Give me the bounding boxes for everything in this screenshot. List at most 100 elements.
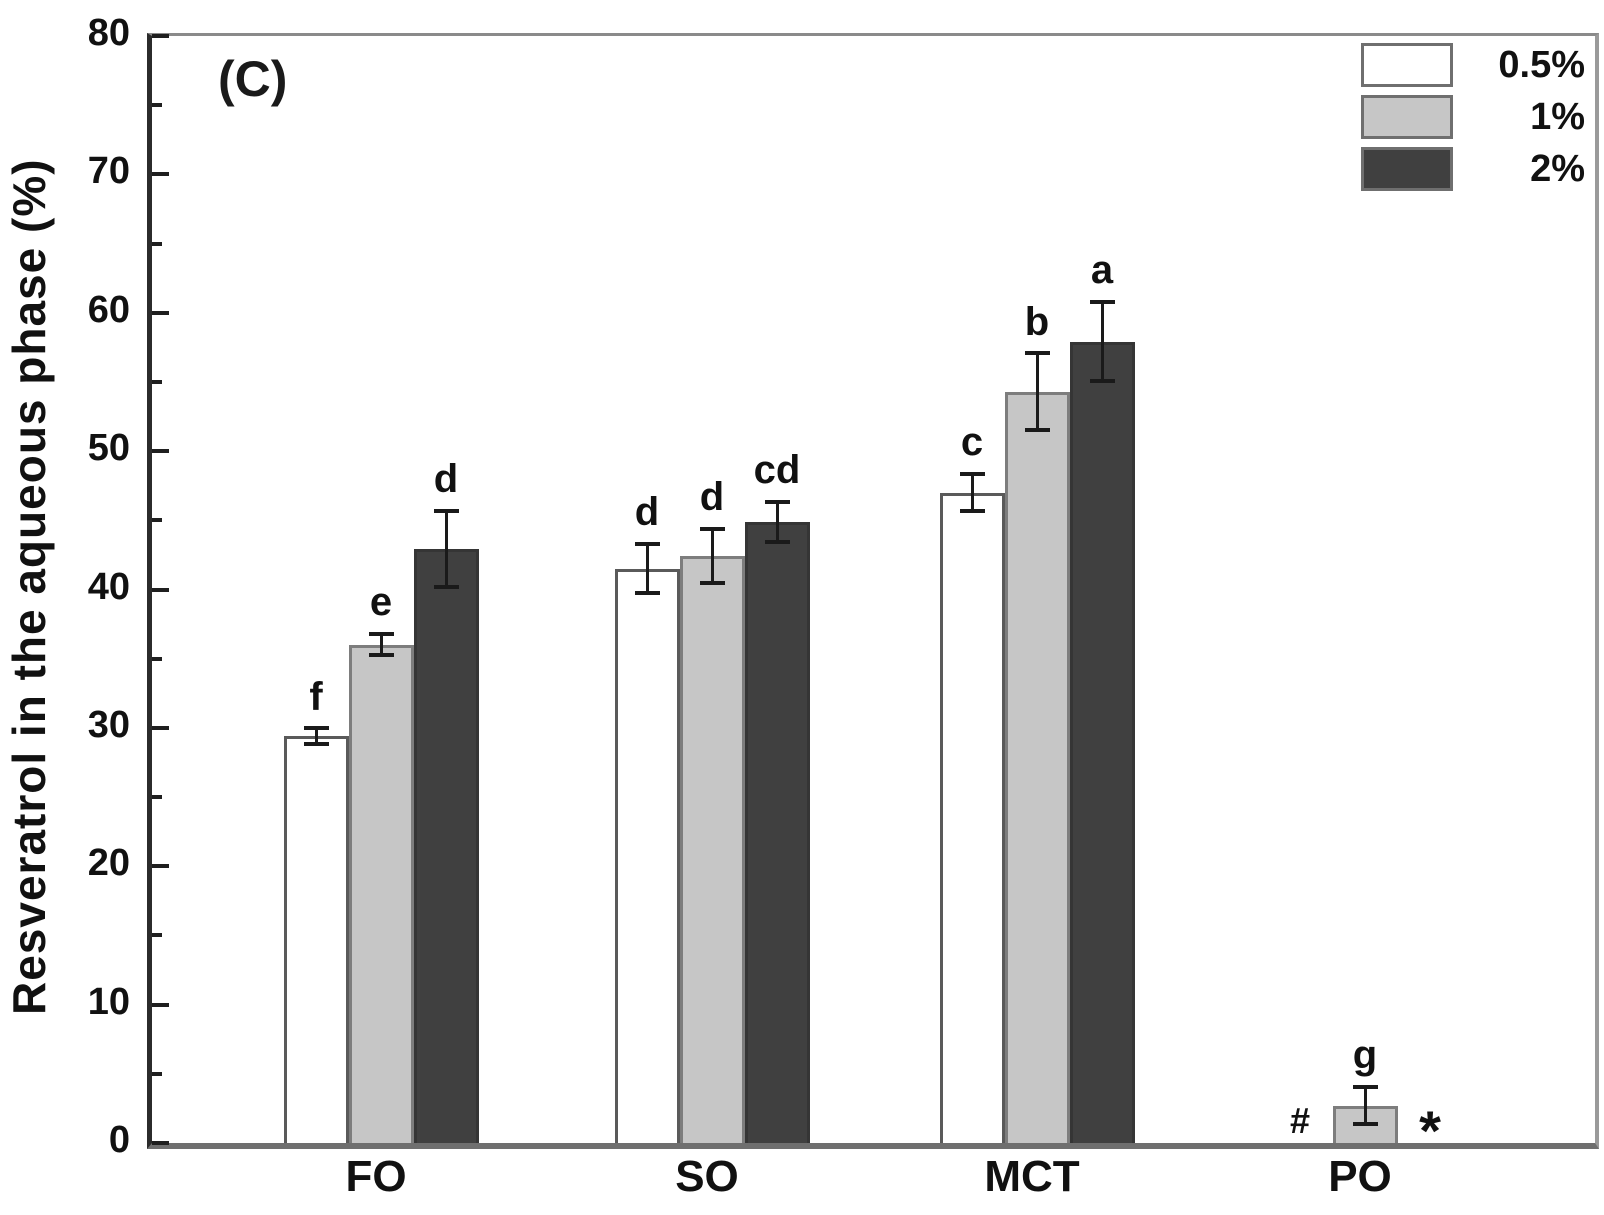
error-bar [1024, 351, 1050, 432]
y-minor-tick [152, 241, 162, 246]
y-minor-tick [152, 1071, 162, 1076]
y-tick-label: 80 [87, 12, 130, 54]
bar [1004, 391, 1070, 1143]
x-category-label: SO [675, 1152, 739, 1201]
x-category-label: PO [1328, 1152, 1392, 1201]
error-bar-cap-top [303, 726, 329, 731]
error-bar [1352, 1084, 1378, 1127]
error-bar-line [314, 726, 318, 746]
sig-letter: c [960, 419, 984, 464]
y-major-tick [152, 172, 169, 177]
y-tick-label: 60 [87, 288, 130, 331]
legend-swatch [1361, 147, 1453, 191]
legend-row: 0.5% [1361, 39, 1585, 91]
error-bar-cap-bottom [634, 591, 660, 596]
sig-letter: b [1024, 299, 1050, 344]
plot-area: (C) 0.5% 1% 2% f e d d d cd c b a # g * [147, 33, 1599, 1159]
zero-marker: # [1289, 1100, 1311, 1141]
sig-letter: a [1090, 248, 1114, 293]
error-bar [764, 499, 790, 544]
legend-row: 1% [1361, 91, 1585, 143]
bar [1069, 341, 1135, 1143]
error-bar-cap-bottom [433, 585, 459, 590]
error-bar-cap-bottom [699, 581, 725, 586]
error-bar [368, 632, 394, 658]
bar [939, 492, 1005, 1143]
zero-marker: * [1419, 1099, 1441, 1162]
error-bar [433, 509, 459, 590]
sig-letter: d [699, 475, 725, 520]
legend-label: 0.5% [1498, 43, 1585, 86]
y-minor-tick [152, 795, 162, 800]
sig-letter: d [433, 457, 459, 502]
y-major-tick [152, 34, 169, 38]
error-bar [959, 471, 985, 514]
bar [614, 568, 680, 1143]
sig-letter: d [634, 490, 660, 535]
error-bar-cap-top [433, 509, 459, 514]
error-bar-cap-top [1089, 300, 1115, 305]
error-bar-line [444, 509, 448, 590]
error-bar [1089, 300, 1115, 384]
error-bar-cap-bottom [1352, 1122, 1378, 1127]
error-bar-cap-bottom [1089, 379, 1115, 384]
y-major-tick [152, 725, 169, 730]
error-bar [699, 527, 725, 586]
error-bar-line [1363, 1084, 1367, 1127]
error-bar-line [1100, 300, 1104, 384]
error-bar-cap-top [764, 499, 790, 504]
bar [744, 521, 810, 1143]
y-tick-label: 0 [108, 1119, 130, 1161]
sig-letter: f [309, 674, 323, 719]
x-category-label: MCT [984, 1152, 1080, 1201]
error-bar-line [970, 471, 974, 514]
error-bar-line [645, 542, 649, 596]
error-bar-cap-bottom [303, 741, 329, 746]
y-major-tick [152, 1002, 169, 1007]
panel-label: (C) [218, 51, 288, 107]
y-minor-tick [152, 518, 162, 523]
error-bar-cap-bottom [959, 509, 985, 514]
y-tick-label: 70 [87, 150, 130, 193]
error-bar-cap-bottom [764, 539, 790, 544]
y-minor-tick [152, 656, 162, 661]
error-bar-cap-top [368, 632, 394, 637]
bar [283, 736, 349, 1143]
error-bar-cap-top [959, 471, 985, 476]
bar [413, 549, 479, 1143]
error-bar-cap-top [634, 542, 660, 547]
y-major-tick [152, 1141, 169, 1145]
error-bar-line [379, 632, 383, 658]
y-tick-label: 30 [87, 703, 130, 746]
bar [348, 644, 414, 1143]
sig-letter: cd [753, 447, 801, 492]
y-major-tick [152, 587, 169, 592]
y-minor-tick [152, 379, 162, 384]
bar [679, 556, 745, 1143]
error-bar [303, 726, 329, 746]
error-bar [634, 542, 660, 596]
legend-swatch [1361, 95, 1453, 139]
sig-letter: g [1352, 1032, 1378, 1077]
error-bar-line [1035, 351, 1039, 432]
y-major-tick [152, 310, 169, 315]
y-tick-label: 10 [87, 980, 130, 1023]
sig-letter: e [369, 580, 393, 625]
y-tick-label: 50 [87, 427, 130, 470]
y-major-tick [152, 864, 169, 869]
error-bar-cap-top [1352, 1084, 1378, 1089]
error-bar-line [710, 527, 714, 586]
legend: 0.5% 1% 2% [1361, 39, 1585, 195]
error-bar-cap-bottom [368, 653, 394, 658]
legend-swatch [1361, 43, 1453, 87]
legend-label: 1% [1530, 95, 1585, 138]
error-bar-cap-top [699, 527, 725, 532]
x-category-label: FO [345, 1152, 407, 1201]
y-tick-label: 20 [87, 842, 130, 885]
error-bar-line [775, 499, 779, 544]
legend-row: 2% [1361, 143, 1585, 195]
y-major-tick [152, 449, 169, 454]
legend-label: 2% [1530, 147, 1585, 190]
y-minor-tick [152, 933, 162, 938]
